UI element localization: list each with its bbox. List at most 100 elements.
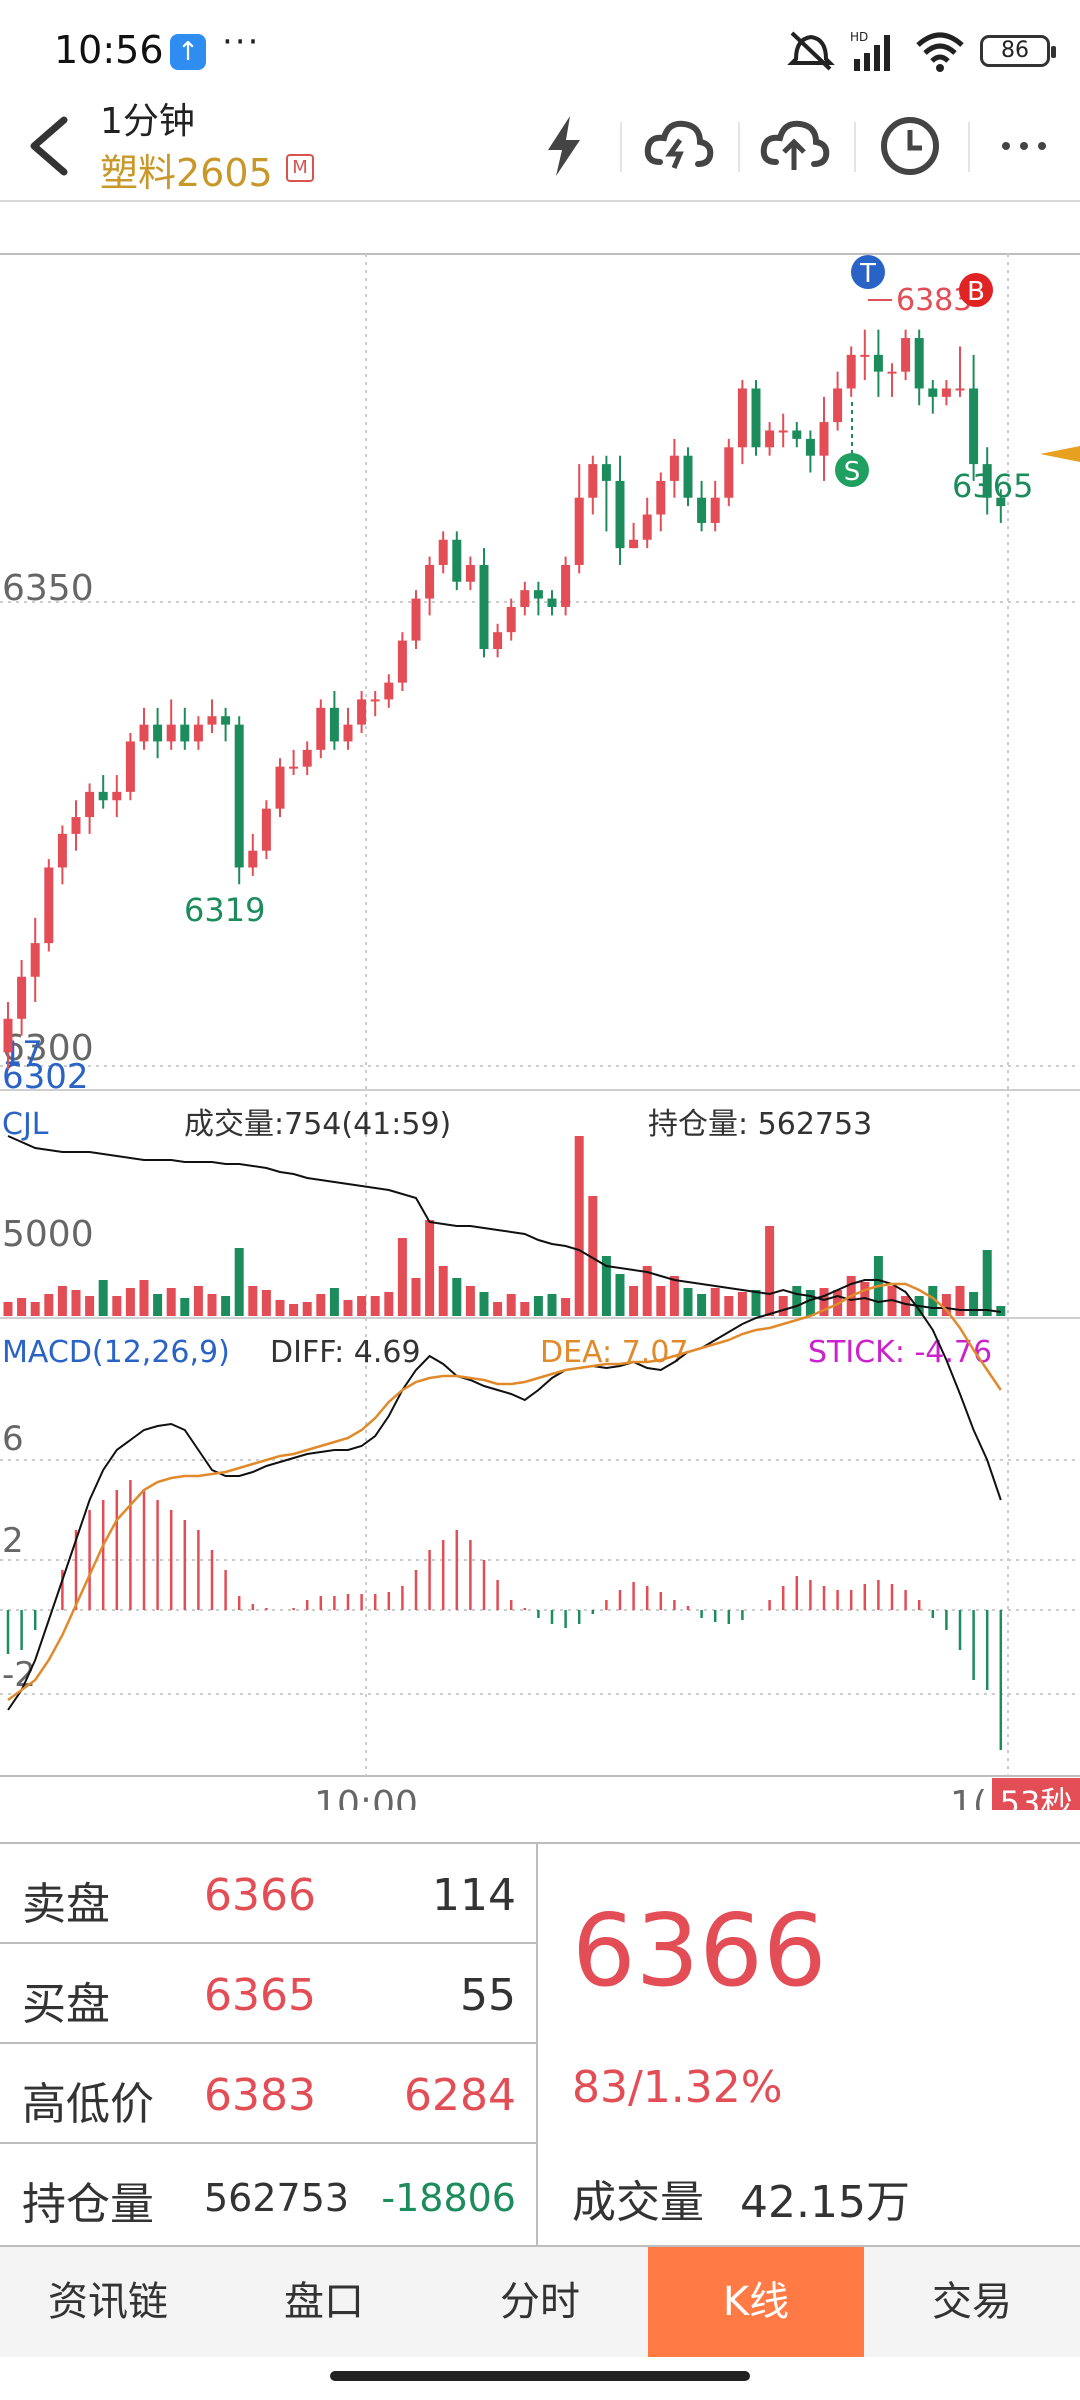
bid-volume: 55 (460, 1970, 516, 2021)
tab-news-chain[interactable]: 资讯链 (48, 2279, 168, 2325)
volume-bar (969, 1292, 979, 1316)
candle-body (601, 464, 611, 481)
volume-bar (248, 1286, 258, 1316)
kline-chart[interactable]: 6350 6300 6302 17 6319 6365 6383 T B S C… (0, 250, 1080, 1810)
volume-bar (30, 1302, 40, 1316)
volume-label: 成交量 (572, 2177, 704, 2228)
tab-order-book[interactable]: 盘口 (284, 2279, 364, 2325)
candle-body (873, 354, 883, 372)
x-tick-right: 1( (950, 1784, 987, 1810)
candle-body (751, 388, 761, 448)
volume-bar (737, 1292, 747, 1316)
volume-bar (3, 1302, 13, 1316)
upload-notification-icon: ↑ (170, 34, 206, 70)
candle-body (642, 514, 652, 540)
candle-body (479, 564, 489, 649)
bid-row[interactable]: 买盘 6365 55 (0, 1944, 538, 2044)
candle-body (901, 338, 911, 372)
bid-label: 买盘 (22, 1979, 110, 2030)
header-separator (738, 122, 740, 172)
volume-bar (751, 1290, 761, 1316)
volume-bar (166, 1288, 176, 1316)
status-more-icon: ··· (222, 22, 261, 62)
period-title[interactable]: 1分钟 (100, 101, 195, 142)
signal-s-marker[interactable] (835, 453, 869, 487)
status-right-group: HD 86 (786, 26, 1056, 76)
candle-body (955, 388, 965, 391)
candle-body (588, 464, 598, 498)
flash-icon[interactable] (526, 108, 602, 184)
volume-bar (547, 1294, 557, 1316)
candle-body (3, 1018, 13, 1053)
volume-bar (329, 1288, 339, 1316)
volume-bar (656, 1286, 666, 1316)
svg-text:HD: HD (850, 30, 868, 44)
open-interest-row[interactable]: 持仓量 562753 -18806 (0, 2144, 538, 2244)
signal-t-marker[interactable] (851, 255, 885, 289)
ask-volume: 114 (432, 1870, 516, 1921)
candle-body (860, 354, 870, 357)
header-separator (968, 122, 970, 172)
candle-body (493, 632, 503, 649)
candle-body (384, 682, 394, 700)
candle-body (411, 598, 421, 641)
macd-y-tick-2: 2 (2, 1521, 24, 1561)
cloud-download-icon[interactable] (640, 108, 716, 184)
tab-kline[interactable]: K线 (648, 2247, 864, 2357)
candle-body (57, 833, 67, 868)
signal-b-marker[interactable] (959, 273, 993, 307)
volume-bar (316, 1294, 326, 1316)
tab-trade[interactable]: 交易 (932, 2279, 1012, 2325)
candle-body (656, 480, 666, 515)
volume-bar (561, 1298, 571, 1316)
volume-bar (98, 1280, 108, 1316)
symbol-title[interactable]: 塑料2605 (100, 151, 273, 195)
volume-bar (928, 1286, 938, 1316)
candle-body (397, 640, 407, 683)
ask-price: 6366 (204, 1870, 316, 1921)
volume-bar (302, 1302, 312, 1316)
candle-body (30, 943, 40, 977)
volume-bar (357, 1296, 367, 1316)
candle-body (710, 497, 720, 523)
candle-body (316, 707, 326, 750)
volume-bar (370, 1296, 380, 1316)
more-icon[interactable] (986, 108, 1062, 184)
volume-bar (193, 1286, 203, 1316)
candle-body (370, 699, 380, 702)
candle-body (289, 766, 299, 769)
volume-readout: 成交量:754(41:59) (184, 1107, 451, 1142)
y-tick-6300: 6300 (2, 1028, 94, 1069)
candles-group (3, 329, 1006, 1070)
high-low-label: 高低价 (22, 2079, 154, 2130)
back-icon[interactable] (20, 104, 80, 188)
left-marker-6302: 6302 (2, 1057, 89, 1097)
macd-title: MACD(12,26,9) (2, 1335, 230, 1370)
candle-body (17, 976, 27, 1019)
candle-body (112, 791, 122, 801)
tab-intraday[interactable]: 分时 (500, 2279, 580, 2325)
candle-body (846, 354, 856, 389)
candle-body (683, 455, 693, 498)
cloud-upload-icon[interactable] (756, 108, 832, 184)
volume-bar (792, 1286, 802, 1316)
home-indicator[interactable] (330, 2371, 750, 2381)
high-low-row[interactable]: 高低价 6383 6284 (0, 2044, 538, 2144)
volume-bar (819, 1288, 829, 1316)
volume-bar (574, 1136, 584, 1316)
volume-bar (221, 1296, 231, 1316)
clock-icon[interactable] (872, 108, 948, 184)
volume-bar (520, 1302, 530, 1316)
macd-y-tick-6: 6 (2, 1419, 24, 1459)
volume-bar (506, 1294, 516, 1316)
candle-body (506, 606, 516, 633)
quote-panel: 卖盘 6366 114 买盘 6365 55 高低价 6383 6284 持仓量… (0, 1842, 1080, 2247)
volume-bar (601, 1256, 611, 1316)
volume-bar (669, 1276, 679, 1316)
ask-row[interactable]: 卖盘 6366 114 (0, 1844, 538, 1944)
countdown-text: 53秒 (1000, 1784, 1073, 1810)
candle-body (996, 497, 1006, 507)
volume-bar (765, 1226, 775, 1316)
candle-body (928, 388, 938, 397)
candle-body (629, 539, 639, 549)
